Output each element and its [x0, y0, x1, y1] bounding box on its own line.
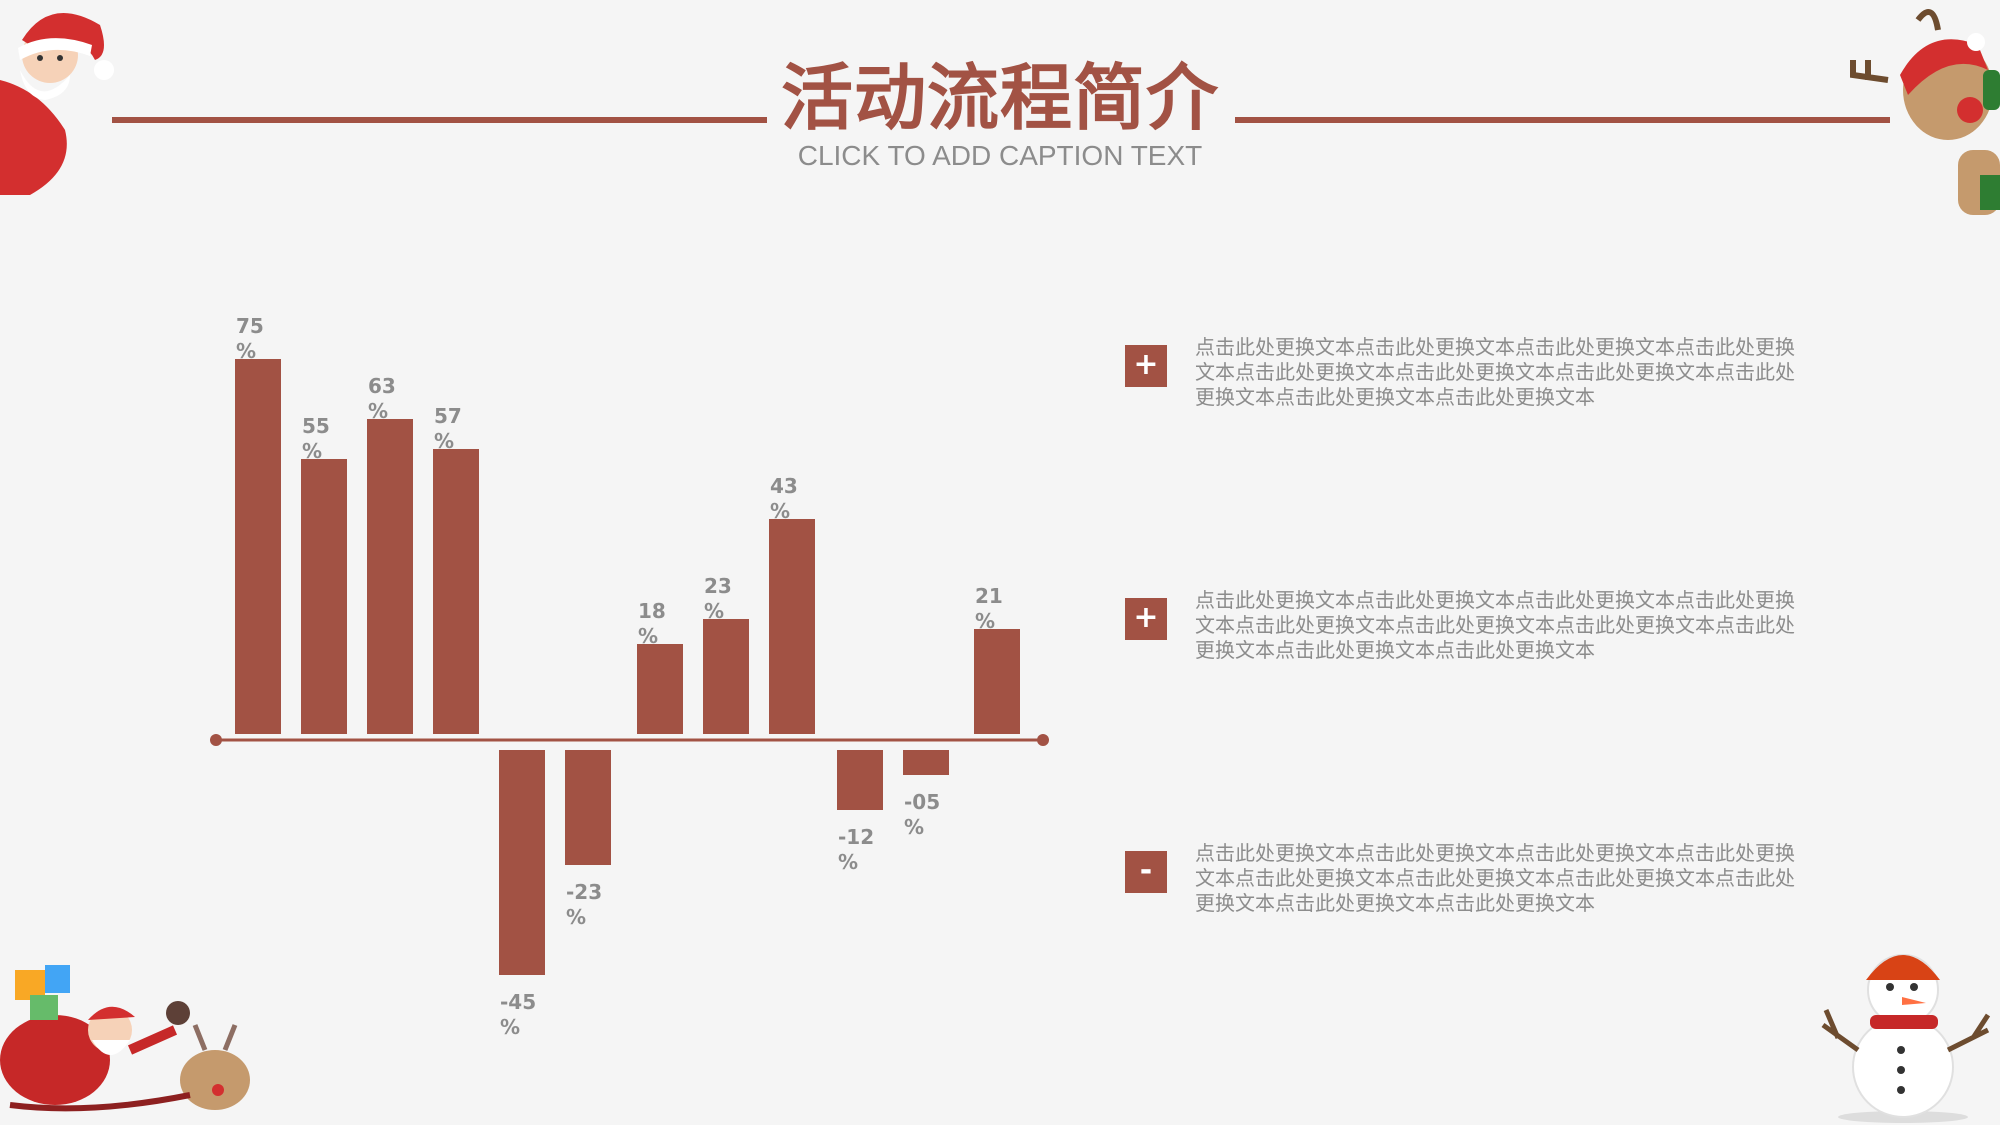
data-label-1: 75% [236, 314, 264, 363]
data-label-8: 23% [704, 574, 732, 623]
list-item-text: 点击此处更换文本点击此处更换文本点击此处更换文本点击此处更换文本点击此处更换文本… [1195, 588, 1795, 662]
bar-7 [637, 644, 683, 734]
bar-1 [235, 359, 281, 734]
data-label-4: 57% [434, 404, 462, 453]
data-label-7: 18% [638, 599, 666, 648]
page-title: 活动流程简介 [780, 56, 1219, 140]
data-label-11: -05% [904, 790, 940, 839]
bar-2 [301, 459, 347, 734]
data-label-10: -12% [838, 825, 874, 874]
reindeer-icon [1850, 9, 2000, 215]
data-label-5: -45% [500, 990, 536, 1039]
bar-6 [565, 750, 611, 865]
axis-end-dot [1037, 734, 1049, 746]
data-label-12: 21% [975, 584, 1003, 633]
title-line-right [1235, 117, 1890, 123]
bar-5 [499, 750, 545, 975]
bar-11 [903, 750, 949, 775]
bar-12 [974, 629, 1020, 734]
bar-3 [367, 419, 413, 734]
list-item-3: - 点击此处更换文本点击此处更换文本点击此处更换文本点击此处更换文本点击此处更换… [1125, 841, 1805, 921]
page-subtitle: CLICK TO ADD CAPTION TEXT [797, 140, 1203, 171]
bar-4 [433, 449, 479, 734]
list-item-text: 点击此处更换文本点击此处更换文本点击此处更换文本点击此处更换文本点击此处更换文本… [1195, 841, 1795, 915]
axis-start-dot [210, 734, 222, 746]
data-label-2: 55% [302, 414, 330, 463]
bar-8 [703, 619, 749, 734]
title-line-left [112, 117, 767, 123]
list-item-text: 点击此处更换文本点击此处更换文本点击此处更换文本点击此处更换文本点击此处更换文本… [1195, 335, 1795, 409]
bar-10 [837, 750, 883, 810]
plus-icon[interactable]: + [1125, 345, 1167, 387]
santa-sleigh-icon [0, 965, 250, 1112]
bar-chart: 75 % 55 % 63% 57 % -45 % -23 % 18 % 23 % 43 % -12 % -05 % 21% [210, 314, 1049, 1039]
bar-9 [769, 519, 815, 734]
data-label-6: -23% [566, 880, 602, 929]
snowman-icon [1821, 954, 1991, 1123]
list-item-2: + 点击此处更换文本点击此处更换文本点击此处更换文本点击此处更换文本点击此处更换… [1125, 588, 1805, 668]
santa-icon [0, 12, 114, 195]
minus-icon[interactable]: - [1125, 851, 1167, 893]
list-item-1: + 点击此处更换文本点击此处更换文本点击此处更换文本点击此处更换文本点击此处更换… [1125, 335, 1805, 415]
plus-icon[interactable]: + [1125, 598, 1167, 640]
data-label-9: 43% [770, 474, 798, 523]
data-label-3: 63% [368, 374, 396, 423]
